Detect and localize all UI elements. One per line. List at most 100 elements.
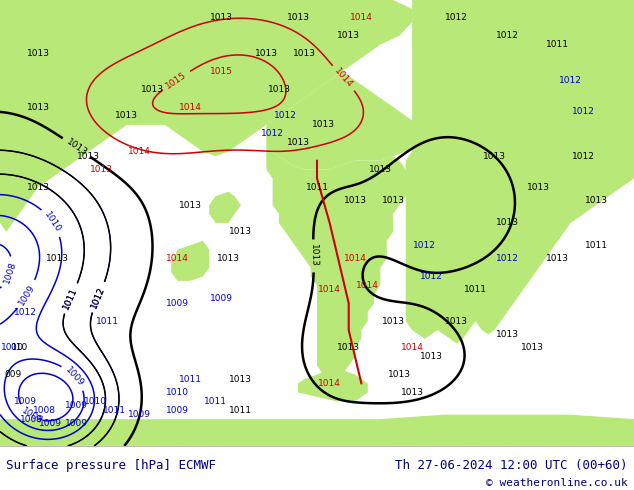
Text: 1014: 1014 [332, 67, 354, 90]
Text: Th 27-06-2024 12:00 UTC (00+60): Th 27-06-2024 12:00 UTC (00+60) [395, 459, 628, 472]
Text: 1013: 1013 [337, 343, 360, 352]
Text: 1008: 1008 [20, 406, 44, 426]
Text: 1010: 1010 [42, 210, 63, 234]
Text: 1009: 1009 [39, 419, 62, 428]
Polygon shape [266, 147, 412, 392]
Text: 1014: 1014 [128, 147, 151, 156]
Text: 1009: 1009 [128, 410, 151, 419]
Text: 1013: 1013 [521, 343, 544, 352]
Text: 1013: 1013 [420, 352, 443, 361]
Text: 1014: 1014 [401, 343, 424, 352]
Text: 1013: 1013 [287, 138, 309, 147]
Polygon shape [114, 0, 412, 156]
Text: 1015: 1015 [164, 70, 188, 91]
Text: 1013: 1013 [27, 102, 49, 112]
Text: 1009: 1009 [14, 397, 37, 406]
Text: 1013: 1013 [585, 196, 607, 205]
Text: 1013: 1013 [115, 111, 138, 121]
Text: 1009: 1009 [210, 294, 233, 303]
Text: 1015: 1015 [210, 67, 233, 76]
Text: 1013: 1013 [388, 370, 411, 379]
Text: 1013: 1013 [27, 49, 49, 58]
Text: 1013: 1013 [230, 374, 252, 384]
Text: 1013: 1013 [496, 219, 519, 227]
Text: 1013: 1013 [382, 196, 404, 205]
Polygon shape [171, 241, 209, 281]
Text: 1014: 1014 [318, 285, 341, 294]
Text: 1014: 1014 [356, 281, 379, 290]
Text: 1011: 1011 [62, 286, 79, 311]
Text: 1013: 1013 [287, 13, 309, 23]
Text: 1009: 1009 [166, 299, 189, 308]
Polygon shape [406, 0, 634, 343]
Text: 1013: 1013 [230, 227, 252, 236]
Text: 1012: 1012 [14, 308, 37, 317]
Text: 009: 009 [4, 370, 22, 379]
Text: 1010: 1010 [84, 397, 107, 406]
Text: 1013: 1013 [293, 49, 316, 58]
Text: 1009: 1009 [20, 415, 43, 424]
Polygon shape [0, 415, 634, 446]
Text: 1008: 1008 [3, 260, 18, 285]
Text: 1012: 1012 [572, 151, 595, 161]
Text: 1012: 1012 [274, 111, 297, 121]
Text: 1011: 1011 [62, 286, 79, 311]
Text: 1009: 1009 [166, 406, 189, 415]
Text: 1013: 1013 [309, 245, 318, 268]
Text: 1013: 1013 [217, 254, 240, 263]
Text: 1013: 1013 [445, 317, 468, 325]
Text: 1012: 1012 [445, 13, 468, 23]
Text: 1011: 1011 [179, 374, 202, 384]
Text: 1013: 1013 [65, 137, 88, 158]
Text: 1011: 1011 [204, 397, 227, 406]
Text: 1013: 1013 [369, 165, 392, 174]
Text: 1013: 1013 [27, 183, 49, 192]
Text: 1014: 1014 [166, 254, 189, 263]
Text: 1011: 1011 [306, 183, 328, 192]
Polygon shape [266, 72, 425, 170]
Text: 1013: 1013 [401, 388, 424, 397]
Text: 1013: 1013 [547, 254, 569, 263]
Text: 1011: 1011 [230, 406, 252, 415]
Text: 1009: 1009 [17, 282, 37, 307]
Text: 1012: 1012 [261, 129, 284, 138]
Text: 1013: 1013 [77, 151, 100, 161]
Text: 1014: 1014 [318, 379, 341, 388]
Text: 1013: 1013 [268, 85, 290, 94]
Text: 1013: 1013 [337, 31, 360, 40]
Text: 1013: 1013 [255, 49, 278, 58]
Text: 1013: 1013 [483, 151, 506, 161]
Text: 1012: 1012 [90, 285, 107, 310]
Text: 1013: 1013 [527, 183, 550, 192]
Text: 1010: 1010 [166, 388, 189, 397]
Text: 1011: 1011 [96, 317, 119, 325]
Text: Surface pressure [hPa] ECMWF: Surface pressure [hPa] ECMWF [6, 459, 216, 472]
Text: 1013: 1013 [312, 121, 335, 129]
Text: 1014: 1014 [179, 102, 202, 112]
Text: 1009: 1009 [65, 419, 87, 428]
Text: 1012: 1012 [90, 285, 107, 310]
Text: 1012: 1012 [572, 107, 595, 116]
Polygon shape [0, 0, 330, 232]
Text: 1012: 1012 [559, 76, 582, 85]
Text: 1008: 1008 [33, 406, 56, 415]
Text: 1013: 1013 [210, 13, 233, 23]
Text: 1014: 1014 [350, 13, 373, 23]
Text: 1012: 1012 [496, 31, 519, 40]
Text: 1012: 1012 [496, 254, 519, 263]
Text: 1014: 1014 [344, 254, 366, 263]
Text: 1009: 1009 [63, 365, 86, 388]
Polygon shape [298, 370, 368, 401]
Text: 1011: 1011 [464, 285, 487, 294]
Text: 1013: 1013 [179, 200, 202, 210]
Text: 1011: 1011 [103, 406, 126, 415]
Polygon shape [209, 192, 241, 223]
Text: 1011: 1011 [585, 241, 607, 250]
Text: 1009: 1009 [65, 401, 87, 410]
Text: 1012: 1012 [413, 241, 436, 250]
Text: 1013: 1013 [382, 317, 404, 325]
Text: 010: 010 [10, 343, 28, 352]
Text: 1013: 1013 [141, 85, 164, 94]
Text: 1013: 1013 [496, 330, 519, 339]
Text: 1010: 1010 [1, 343, 24, 352]
